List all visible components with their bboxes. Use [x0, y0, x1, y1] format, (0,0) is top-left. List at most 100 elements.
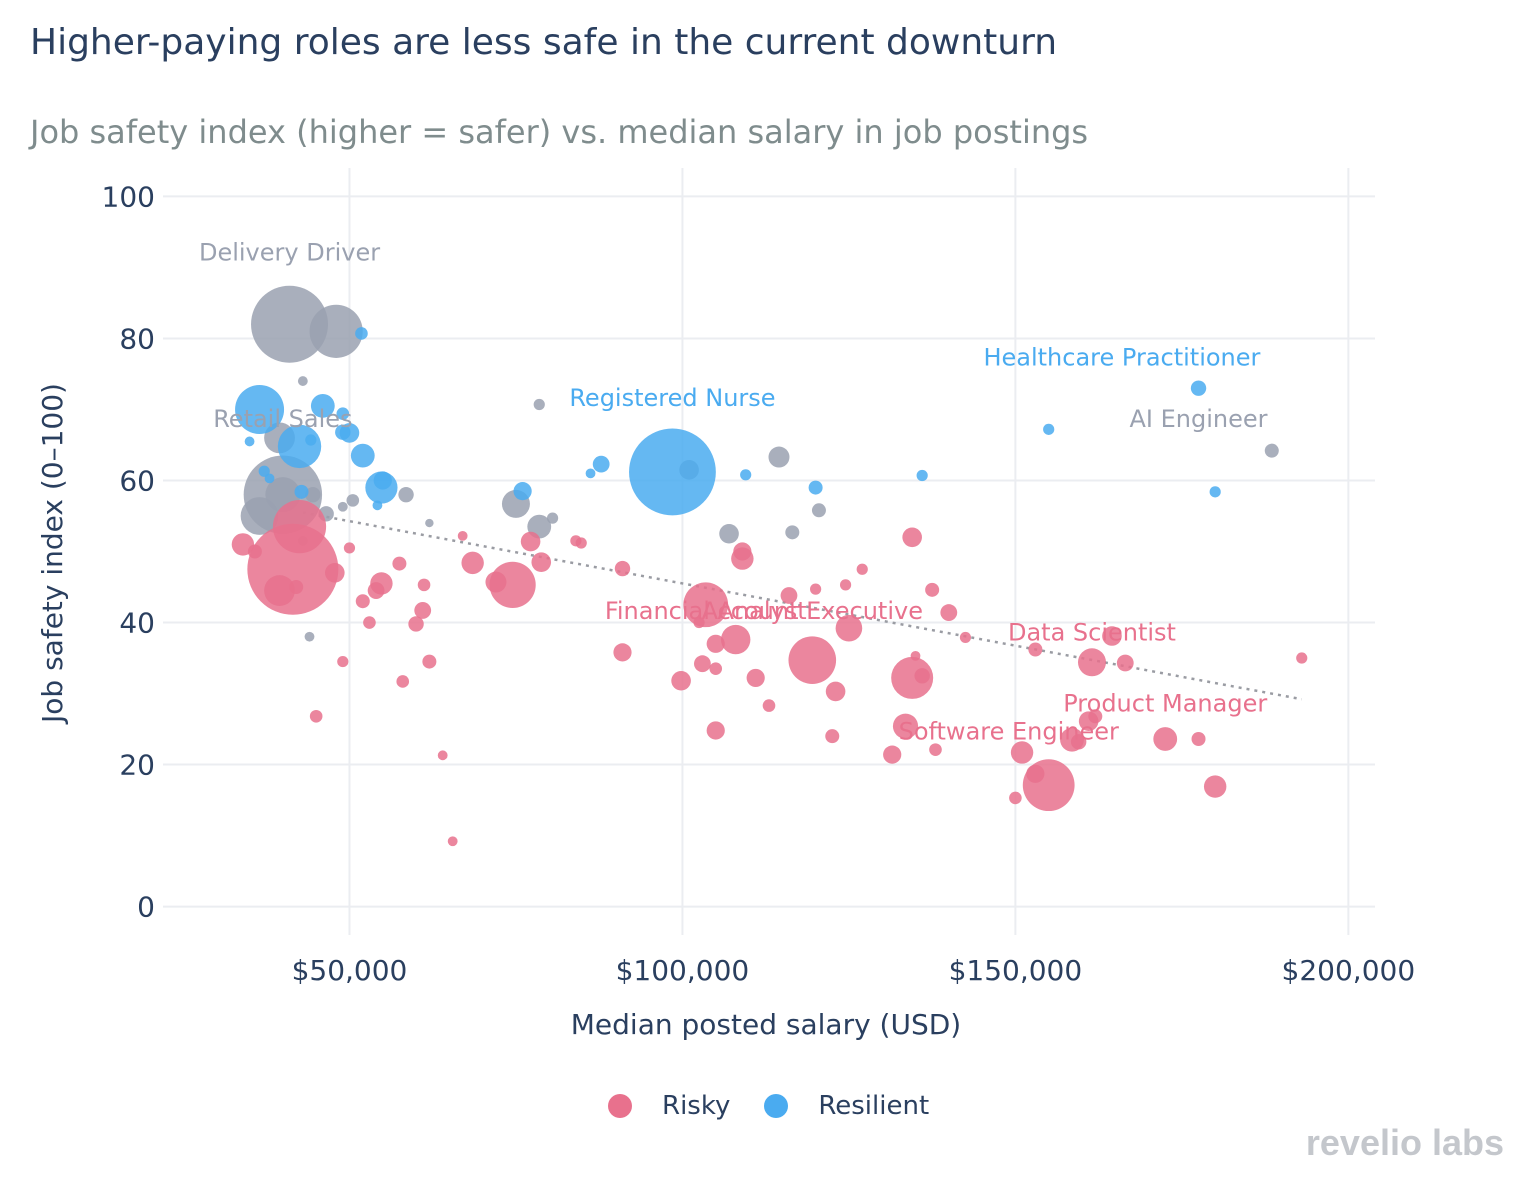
point-annotation: AI Engineer	[1130, 405, 1268, 433]
x-tick-label: $50,000	[292, 954, 408, 987]
data-point-risky	[355, 594, 370, 609]
data-point-neutral	[297, 376, 308, 386]
data-point-risky	[264, 575, 295, 606]
data-point-resilient	[1190, 380, 1207, 396]
data-point-risky	[396, 675, 410, 688]
data-point-risky	[706, 634, 725, 653]
data-point-risky	[731, 547, 754, 570]
data-point-risky	[1203, 775, 1227, 798]
data-point-neutral	[785, 525, 800, 540]
x-tick-label: $150,000	[949, 954, 1083, 987]
data-point-risky	[613, 643, 632, 662]
data-point-risky	[929, 743, 942, 756]
data-point-risky	[940, 604, 958, 621]
data-point-risky	[902, 527, 922, 548]
point-annotation: Software Engineer	[899, 718, 1119, 746]
data-point-risky	[1022, 759, 1075, 812]
data-point-resilient	[372, 500, 383, 511]
data-point-risky	[883, 745, 902, 764]
data-point-risky	[721, 624, 751, 655]
point-annotation: Product Manager	[1063, 689, 1267, 717]
data-point-resilient	[305, 434, 317, 446]
data-point-risky	[414, 602, 432, 619]
data-points	[231, 285, 1308, 847]
data-point-risky	[762, 699, 776, 712]
data-point-resilient	[916, 469, 928, 482]
legend-label-risky: Risky	[662, 1091, 731, 1121]
data-point-risky	[437, 750, 448, 761]
data-point-risky	[709, 662, 723, 675]
point-annotation: Retail Sales	[213, 405, 352, 433]
legend-item-resilient[interactable]: Resilient	[764, 1091, 929, 1121]
point-annotation: Registered Nurse	[569, 384, 775, 412]
point-annotations: Delivery Driver Retail Sales Registered Nu…	[199, 238, 1268, 745]
chart-subtitle: Job safety index (higher = safer) vs. me…	[30, 113, 1089, 151]
data-point-resilient	[808, 480, 823, 495]
y-tick-label: 0	[137, 891, 155, 924]
data-point-risky	[370, 572, 393, 595]
data-point-risky	[1010, 741, 1034, 764]
data-point-risky	[706, 721, 725, 740]
data-point-risky	[272, 500, 327, 554]
data-point-resilient	[264, 473, 275, 484]
data-point-neutral	[346, 494, 360, 507]
y-tick-label: 20	[119, 749, 155, 782]
legend-label-resilient: Resilient	[818, 1091, 930, 1121]
data-point-risky	[925, 582, 940, 597]
data-point-resilient	[740, 469, 752, 481]
y-tick-label: 60	[119, 464, 155, 497]
data-point-risky	[839, 579, 852, 591]
data-point-neutral	[251, 285, 329, 363]
y-tick-label: 40	[119, 607, 155, 640]
x-tick-label: $100,000	[616, 954, 750, 987]
data-point-neutral	[425, 518, 434, 528]
data-point-risky	[835, 614, 863, 642]
data-point-risky	[1153, 727, 1178, 751]
legend-item-risky[interactable]: Risky	[608, 1091, 730, 1121]
data-point-risky	[1070, 734, 1087, 750]
data-point-risky	[788, 636, 837, 684]
data-point-neutral	[1264, 443, 1279, 458]
data-point-risky	[520, 531, 541, 552]
data-point-neutral	[719, 523, 739, 544]
y-axis-label: Job safety index (0–100)	[36, 383, 69, 725]
trendline-path	[302, 511, 1302, 701]
data-point-risky	[417, 578, 431, 592]
data-point-risky	[343, 542, 356, 554]
y-tick-label: 100	[102, 180, 155, 213]
data-point-risky	[825, 729, 840, 744]
data-point-resilient	[244, 436, 255, 447]
data-point-neutral	[337, 501, 348, 512]
data-point-resilient	[355, 327, 368, 340]
data-point-risky	[780, 587, 798, 604]
data-point-risky	[461, 551, 484, 575]
data-point-risky	[247, 544, 262, 559]
brand-logo: revelio labs	[1305, 1122, 1504, 1163]
data-point-resilient	[513, 482, 532, 501]
data-point-resilient	[1209, 486, 1221, 498]
data-point-risky	[309, 709, 323, 723]
data-point-risky	[337, 655, 349, 668]
data-point-risky	[1009, 791, 1022, 805]
point-annotation: Financial Analyst	[605, 597, 807, 625]
data-point-neutral	[240, 497, 279, 535]
data-point-resilient	[350, 443, 375, 468]
series-risky	[231, 500, 1308, 847]
data-point-risky	[489, 561, 536, 608]
data-point-risky	[914, 668, 930, 684]
data-point-neutral	[309, 304, 363, 358]
legend-swatch-risky	[608, 1094, 632, 1118]
data-point-risky	[457, 530, 468, 541]
data-point-resilient	[1043, 423, 1055, 435]
x-tick-label: $200,000	[1282, 954, 1416, 987]
chart-title: Higher-paying roles are less safe in the…	[30, 22, 1058, 63]
data-point-risky	[891, 656, 934, 699]
data-point-risky	[447, 836, 458, 847]
data-point-resilient	[585, 468, 596, 479]
data-point-risky	[422, 654, 437, 669]
data-point-risky	[363, 616, 376, 629]
point-annotation: Data Scientist	[1008, 618, 1176, 646]
data-point-resilient	[336, 407, 350, 421]
data-point-resilient	[629, 428, 716, 516]
data-point-resilient	[310, 394, 335, 418]
